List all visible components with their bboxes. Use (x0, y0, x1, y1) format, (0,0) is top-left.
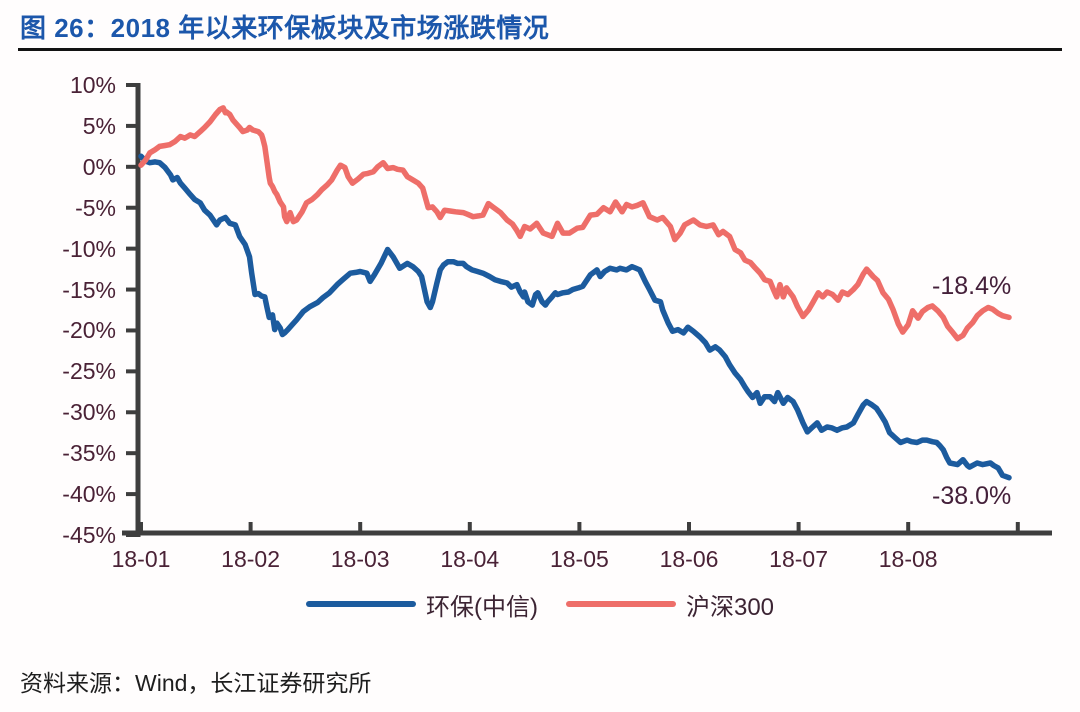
y-tick-label: 10% (69, 72, 116, 98)
legend-label-env: 环保(中信) (425, 593, 538, 621)
env-end-value-label: -38.0% (932, 482, 1012, 510)
env-line-swatch (305, 601, 416, 607)
legend: 环保(中信) 沪深300 (0, 587, 1080, 622)
figure-title: 图 26：2018 年以来环保板块及市场涨跌情况 (20, 13, 550, 43)
title-divider (18, 48, 1062, 51)
y-tick-label: -40% (62, 481, 116, 508)
env-line-path (138, 153, 1012, 481)
legend-item-csi300: 沪深300 (565, 587, 775, 622)
x-tick-label: 18-03 (330, 546, 390, 572)
csi300-line-swatch (565, 601, 676, 607)
legend-item-env: 环保(中信) (305, 587, 538, 622)
x-tick-label: 18-02 (221, 546, 280, 572)
y-tick-label: 5% (82, 112, 116, 139)
legend-label-csi300: 沪深300 (685, 593, 775, 621)
y-tick-label: -10% (62, 235, 116, 262)
csi300-line-path (138, 105, 1012, 342)
y-tick-label: -15% (62, 276, 116, 303)
y-tick-label: 0% (82, 153, 116, 180)
y-tick-label: -30% (62, 399, 116, 426)
x-tick-label: 18-07 (769, 546, 828, 572)
x-tick-label: 18-04 (440, 546, 500, 572)
x-tick-label: 18-06 (659, 546, 719, 572)
y-tick-label: -35% (62, 440, 116, 467)
x-tick-label: 18-08 (878, 546, 938, 572)
y-tick-label: -20% (62, 317, 116, 344)
x-tick-label: 18-05 (549, 546, 609, 572)
y-tick-label: -5% (75, 194, 116, 221)
x-tick-label: 18-01 (111, 546, 171, 572)
source-note: 资料来源：Wind，长江证券研究所 (20, 670, 372, 696)
y-tick-label: -25% (62, 358, 116, 385)
csi300-end-value-label: -18.4% (932, 272, 1012, 300)
y-tick-label: -45% (62, 522, 116, 548)
